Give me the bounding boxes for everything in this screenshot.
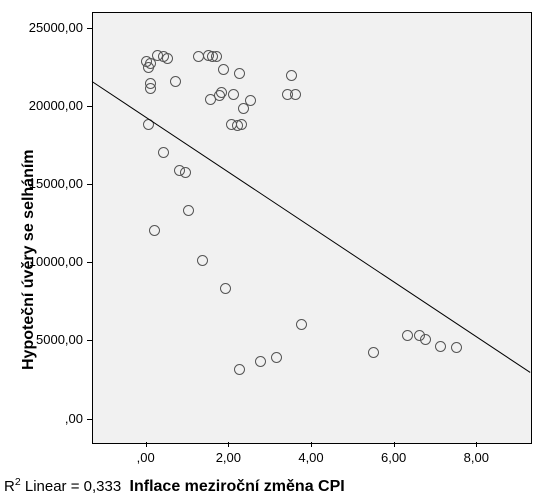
r2-prefix: R: [4, 478, 15, 495]
y-tick-label: 20000,00: [0, 98, 83, 113]
x-tick: [311, 442, 312, 447]
scatter-point: [228, 89, 239, 100]
scatter-point: [216, 87, 227, 98]
y-tick: [87, 106, 92, 107]
scatter-point: [286, 70, 297, 81]
x-tick-label: ,00: [116, 450, 176, 465]
scatter-point: [245, 95, 256, 106]
x-tick-label: 2,00: [198, 450, 258, 465]
y-tick: [87, 262, 92, 263]
scatter-point: [296, 319, 307, 330]
scatter-point: [197, 255, 208, 266]
scatter-point: [145, 83, 156, 94]
x-tick: [228, 442, 229, 447]
scatter-point: [402, 330, 413, 341]
scatter-point: [290, 89, 301, 100]
r-squared-caption: R2 Linear = 0,333 Inflace meziroční změn…: [4, 476, 345, 496]
y-tick: [87, 419, 92, 420]
y-tick: [87, 340, 92, 341]
y-tick-label: 15000,00: [0, 176, 83, 191]
y-tick: [87, 28, 92, 29]
x-tick: [146, 442, 147, 447]
y-tick-label: 10000,00: [0, 254, 83, 269]
scatter-point: [220, 283, 231, 294]
x-tick-label: 4,00: [281, 450, 341, 465]
y-tick-label: 25000,00: [0, 20, 83, 35]
scatter-point: [158, 147, 169, 158]
scatter-point: [255, 356, 266, 367]
y-tick: [87, 184, 92, 185]
scatter-point: [162, 53, 173, 64]
scatter-point: [271, 352, 282, 363]
x-axis-title: Inflace meziroční změna CPI: [130, 478, 345, 495]
scatter-point: [183, 205, 194, 216]
scatter-point: [236, 119, 247, 130]
scatter-point: [218, 64, 229, 75]
y-tick-label: ,00: [0, 411, 83, 426]
x-tick-label: 8,00: [446, 450, 506, 465]
y-tick-label: 5000,00: [0, 332, 83, 347]
r2-text: Linear = 0,333: [21, 478, 122, 495]
x-tick-label: 6,00: [364, 450, 424, 465]
scatter-point: [435, 341, 446, 352]
x-tick: [394, 442, 395, 447]
x-tick: [476, 442, 477, 447]
